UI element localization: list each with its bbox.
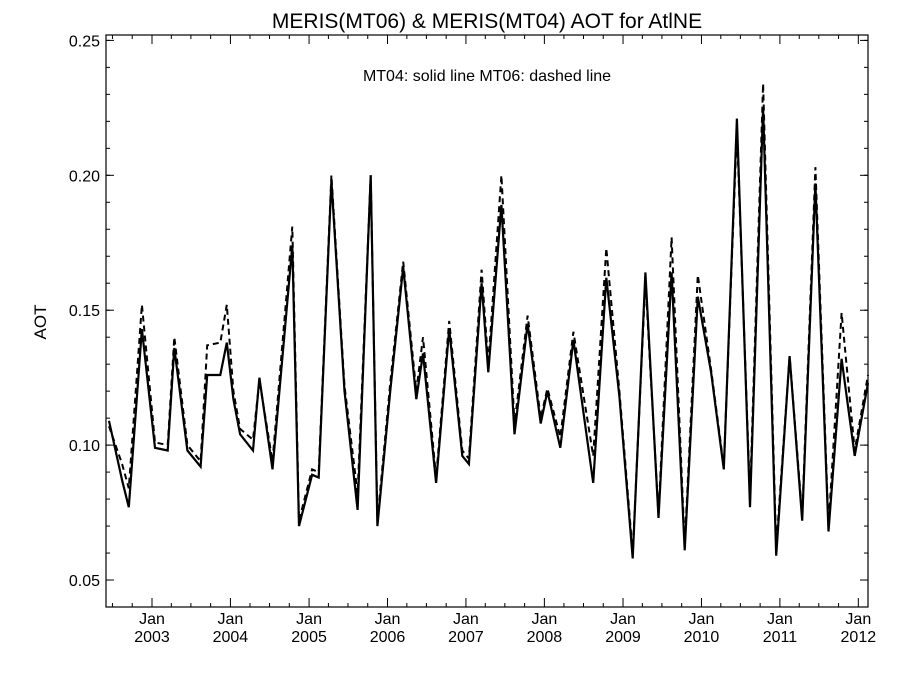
- series-mt04-line: [107, 107, 870, 559]
- x-tick-year-label: 2009: [605, 629, 641, 646]
- x-tick-year-label: 2004: [213, 629, 249, 646]
- x-tick-year-label: 2003: [134, 629, 170, 646]
- x-tick-year-label: 2005: [291, 629, 327, 646]
- chart-title: MERIS(MT06) & MERIS(MT04) AOT for AtlNE: [272, 10, 702, 33]
- legend-annotation: MT04: solid line MT06: dashed line: [363, 68, 611, 85]
- x-tick-year-label: 2012: [841, 629, 877, 646]
- x-tick-month-label: Jan: [610, 611, 636, 628]
- y-axis-label: AOT: [31, 305, 50, 340]
- x-tick-month-label: Jan: [139, 611, 165, 628]
- x-tick-month-label: Jan: [375, 611, 401, 628]
- series-mt06-line: [108, 83, 869, 554]
- y-tick-label: 0.05: [69, 573, 100, 590]
- x-tick-month-label: Jan: [845, 611, 871, 628]
- y-tick-label: 0.15: [69, 303, 100, 320]
- x-tick-month-label: Jan: [531, 611, 557, 628]
- axis-ticks: 0.050.100.150.200.25Jan2003Jan2004Jan200…: [69, 33, 876, 646]
- x-tick-month-label: Jan: [453, 611, 479, 628]
- x-tick-month-label: Jan: [689, 611, 715, 628]
- x-tick-year-label: 2007: [448, 629, 484, 646]
- x-tick-month-label: Jan: [767, 611, 793, 628]
- y-tick-label: 0.20: [69, 168, 100, 185]
- x-tick-year-label: 2010: [684, 629, 720, 646]
- x-tick-year-label: 2008: [527, 629, 563, 646]
- x-tick-year-label: 2011: [763, 629, 798, 646]
- x-tick-month-label: Jan: [218, 611, 244, 628]
- plot-area-frame: [105, 34, 869, 608]
- y-tick-label: 0.10: [69, 438, 100, 455]
- data-series: [107, 83, 870, 559]
- y-tick-label: 0.25: [69, 33, 100, 50]
- x-tick-year-label: 2006: [370, 629, 406, 646]
- x-tick-month-label: Jan: [296, 611, 322, 628]
